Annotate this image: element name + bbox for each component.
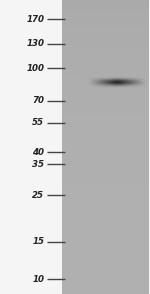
- Text: 55: 55: [32, 118, 44, 127]
- Text: 170: 170: [26, 15, 44, 24]
- Text: 25: 25: [32, 191, 44, 200]
- Text: 15: 15: [32, 238, 44, 246]
- Text: 70: 70: [32, 96, 44, 105]
- Text: 130: 130: [26, 39, 44, 49]
- Text: 40: 40: [32, 148, 44, 156]
- Text: 10: 10: [32, 275, 44, 284]
- Text: 35: 35: [32, 160, 44, 169]
- Text: 100: 100: [26, 64, 44, 73]
